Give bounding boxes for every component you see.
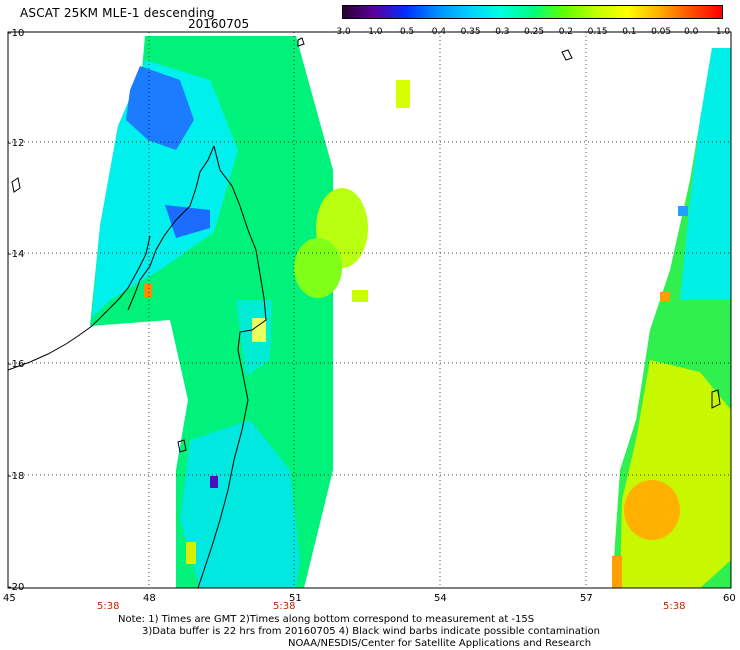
west-swath-yellow-6 <box>252 318 266 342</box>
island-east-2 <box>711 389 721 409</box>
island-north <box>297 37 305 47</box>
lat-label: -14 <box>8 249 24 260</box>
time-label: 5:38 <box>273 601 295 612</box>
lon-label: 51 <box>289 593 302 604</box>
time-labels: 5:38 5:38 5:38 <box>97 601 685 612</box>
west-swath-purple <box>210 476 218 488</box>
comoros-island-1 <box>11 177 21 193</box>
madagascar-inner-coast <box>127 145 215 311</box>
east-swath-orange-dot <box>660 292 670 302</box>
lat-label: -18 <box>8 471 24 482</box>
madagascar-coast <box>197 145 267 589</box>
graticule <box>8 32 731 588</box>
coastline <box>7 37 721 589</box>
note-line-3: NOAA/NESDIS/Center for Satellite Applica… <box>288 638 592 649</box>
lat-label: -10 <box>8 28 24 39</box>
colorbar <box>342 5 723 19</box>
time-label: 5:38 <box>663 601 685 612</box>
west-swath-yellow-3 <box>396 80 410 108</box>
lon-label: 60 <box>723 593 736 604</box>
lat-label: -16 <box>8 359 24 370</box>
west-swath-yellow-4 <box>352 290 368 302</box>
west-swath-blue2 <box>165 205 210 238</box>
west-swath-blue <box>126 66 194 150</box>
west-swath-yellow-5 <box>186 542 196 564</box>
time-label: 5:38 <box>97 601 119 612</box>
lon-label: 45 <box>3 593 16 604</box>
comoros-island-2 <box>177 439 187 453</box>
east-swath-orange <box>624 480 680 540</box>
lat-label: -20 <box>8 582 24 593</box>
product-date: 20160705 <box>188 17 250 31</box>
note-line-1: Note: 1) Times are GMT 2)Times along bot… <box>118 614 535 625</box>
east-swath-yellow <box>620 360 731 588</box>
west-swath-cyan <box>92 60 238 318</box>
east-swath-orange-edge <box>612 556 622 588</box>
west-swath-cyan-south <box>180 420 300 588</box>
lon-label: 48 <box>143 593 156 604</box>
island-east-1 <box>561 49 573 61</box>
longitude-labels: 45 48 51 54 57 60 <box>3 593 736 604</box>
lat-label: -12 <box>8 138 24 149</box>
swath-layer <box>90 36 731 588</box>
note-line-2: 3)Data buffer is 22 hrs from 20160705 4)… <box>142 626 600 637</box>
lon-label: 57 <box>580 593 593 604</box>
west-swath-yellow-2 <box>294 238 342 298</box>
latitude-labels: -10 -12 -14 -16 -18 -20 <box>8 28 24 593</box>
mozambique-coast <box>7 235 151 371</box>
east-swath-blue-dot <box>678 206 688 216</box>
east-swath-cyan <box>680 48 731 300</box>
lon-label: 54 <box>434 593 447 604</box>
west-swath-orange <box>144 284 152 298</box>
product-title: ASCAT 25KM MLE-1 descending <box>20 6 215 20</box>
plot-frame <box>7 31 732 589</box>
